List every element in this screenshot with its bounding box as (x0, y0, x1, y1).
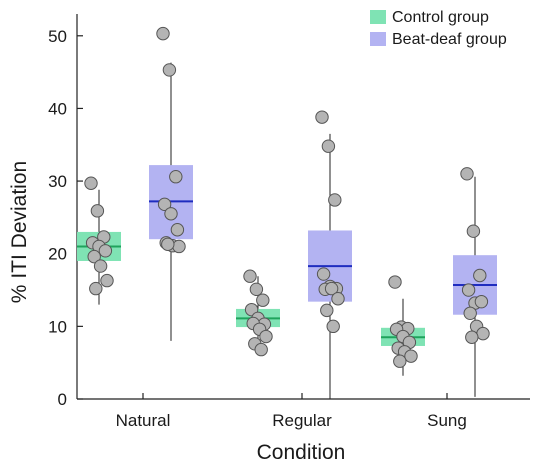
data-point (321, 139, 336, 153)
data-point (162, 63, 177, 77)
data-point (254, 342, 268, 357)
data-point (256, 293, 270, 307)
data-point (249, 282, 264, 297)
legend-label: Beat-deaf group (392, 31, 507, 48)
data-point (243, 269, 257, 283)
data-point (156, 26, 170, 41)
y-tick-label: 40 (48, 99, 67, 118)
data-point (326, 319, 340, 334)
x-tick-label: Regular (272, 411, 332, 430)
data-point (393, 354, 407, 368)
points (84, 26, 490, 368)
legend-swatch (370, 32, 386, 46)
data-point (100, 273, 114, 288)
data-point (460, 167, 474, 181)
data-point (388, 275, 402, 289)
y-tick-label: 20 (48, 245, 67, 264)
data-point (331, 292, 345, 306)
boxes (77, 165, 497, 346)
data-point (461, 283, 476, 297)
data-point (98, 244, 113, 258)
legend: Control group Beat-deaf group (370, 9, 507, 48)
y-tick-label: 50 (48, 27, 67, 46)
y-tick-label: 30 (48, 172, 67, 191)
y-axis-label: % ITI Deviation (8, 161, 31, 303)
data-point (87, 249, 101, 264)
y-tick-label: 0 (58, 390, 67, 409)
data-point (473, 268, 487, 283)
y-tick-label: 10 (48, 317, 67, 336)
x-tick-label: Sung (427, 411, 467, 430)
data-point (320, 303, 334, 318)
data-point (474, 294, 489, 309)
data-point (404, 349, 418, 363)
data-point (324, 281, 339, 296)
data-point (90, 204, 105, 218)
data-point (84, 176, 98, 190)
data-point (328, 193, 342, 207)
data-point (89, 281, 103, 296)
data-point (172, 239, 186, 254)
data-point (164, 207, 178, 221)
data-point (259, 329, 273, 344)
data-point (476, 326, 490, 341)
data-point (170, 223, 185, 237)
data-point (93, 259, 108, 273)
data-point (316, 267, 331, 281)
legend-label: Control group (392, 9, 489, 26)
axes: 0 10 20 30 40 50 Natural Regular Sung (48, 14, 530, 430)
data-point (465, 330, 479, 344)
data-point (161, 237, 175, 251)
data-point (315, 110, 329, 124)
x-tick-label: Natural (116, 411, 171, 430)
data-point (157, 197, 172, 212)
x-axis-label: Condition (257, 441, 346, 464)
data-point (169, 170, 183, 184)
legend-swatch (370, 10, 386, 24)
data-point (463, 306, 477, 320)
data-point (466, 224, 481, 238)
